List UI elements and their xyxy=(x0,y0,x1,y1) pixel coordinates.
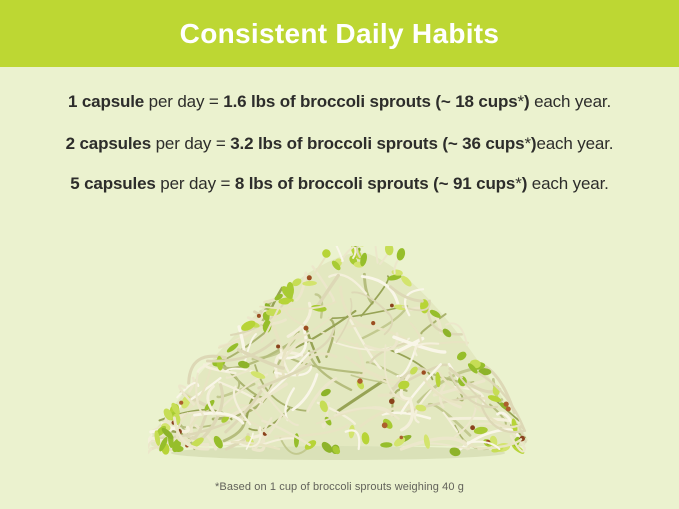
footnote-asterisk: * xyxy=(517,92,525,111)
stat-line-1-capsule: 1 capsule per day = 1.6 lbs of broccoli … xyxy=(0,92,679,112)
stat-segment: 8 lbs of broccoli sprouts (~ 91 cups xyxy=(234,174,516,193)
stat-segment: 3.2 lbs of broccoli sprouts (~ 36 cups xyxy=(230,134,525,153)
stat-segment: per day = xyxy=(155,174,235,193)
footnote-asterisk: * xyxy=(515,174,522,193)
stat-line-2-capsules: 2 capsules per day = 3.2 lbs of broccoli… xyxy=(0,134,679,154)
broccoli-sprouts-photo xyxy=(148,246,528,462)
header-banner: Consistent Daily Habits xyxy=(0,0,679,67)
stat-segment: ) xyxy=(521,174,528,193)
footnote-asterisk: * xyxy=(524,134,531,153)
stat-segment: 5 capsules xyxy=(70,174,156,193)
footnote: *Based on 1 cup of broccoli sprouts weig… xyxy=(215,481,464,493)
page-title: Consistent Daily Habits xyxy=(179,17,500,49)
stat-segment: 2 capsules xyxy=(65,134,152,153)
stat-segment: 1.6 lbs of broccoli sprouts (~ 18 cups xyxy=(223,92,518,111)
stat-segment: each year. xyxy=(536,134,614,153)
stat-segment: ) xyxy=(523,92,530,111)
stat-segment: per day = xyxy=(144,92,224,111)
sprouts-illustration xyxy=(148,246,528,460)
stat-line-5-capsules: 5 capsules per day = 8 lbs of broccoli s… xyxy=(0,174,679,194)
stat-segment: ) xyxy=(530,134,537,153)
stat-segment: each year. xyxy=(529,92,612,111)
stat-segment: 1 capsule xyxy=(67,92,145,111)
stat-segment: each year. xyxy=(527,174,609,193)
stat-segment: per day = xyxy=(151,134,231,153)
